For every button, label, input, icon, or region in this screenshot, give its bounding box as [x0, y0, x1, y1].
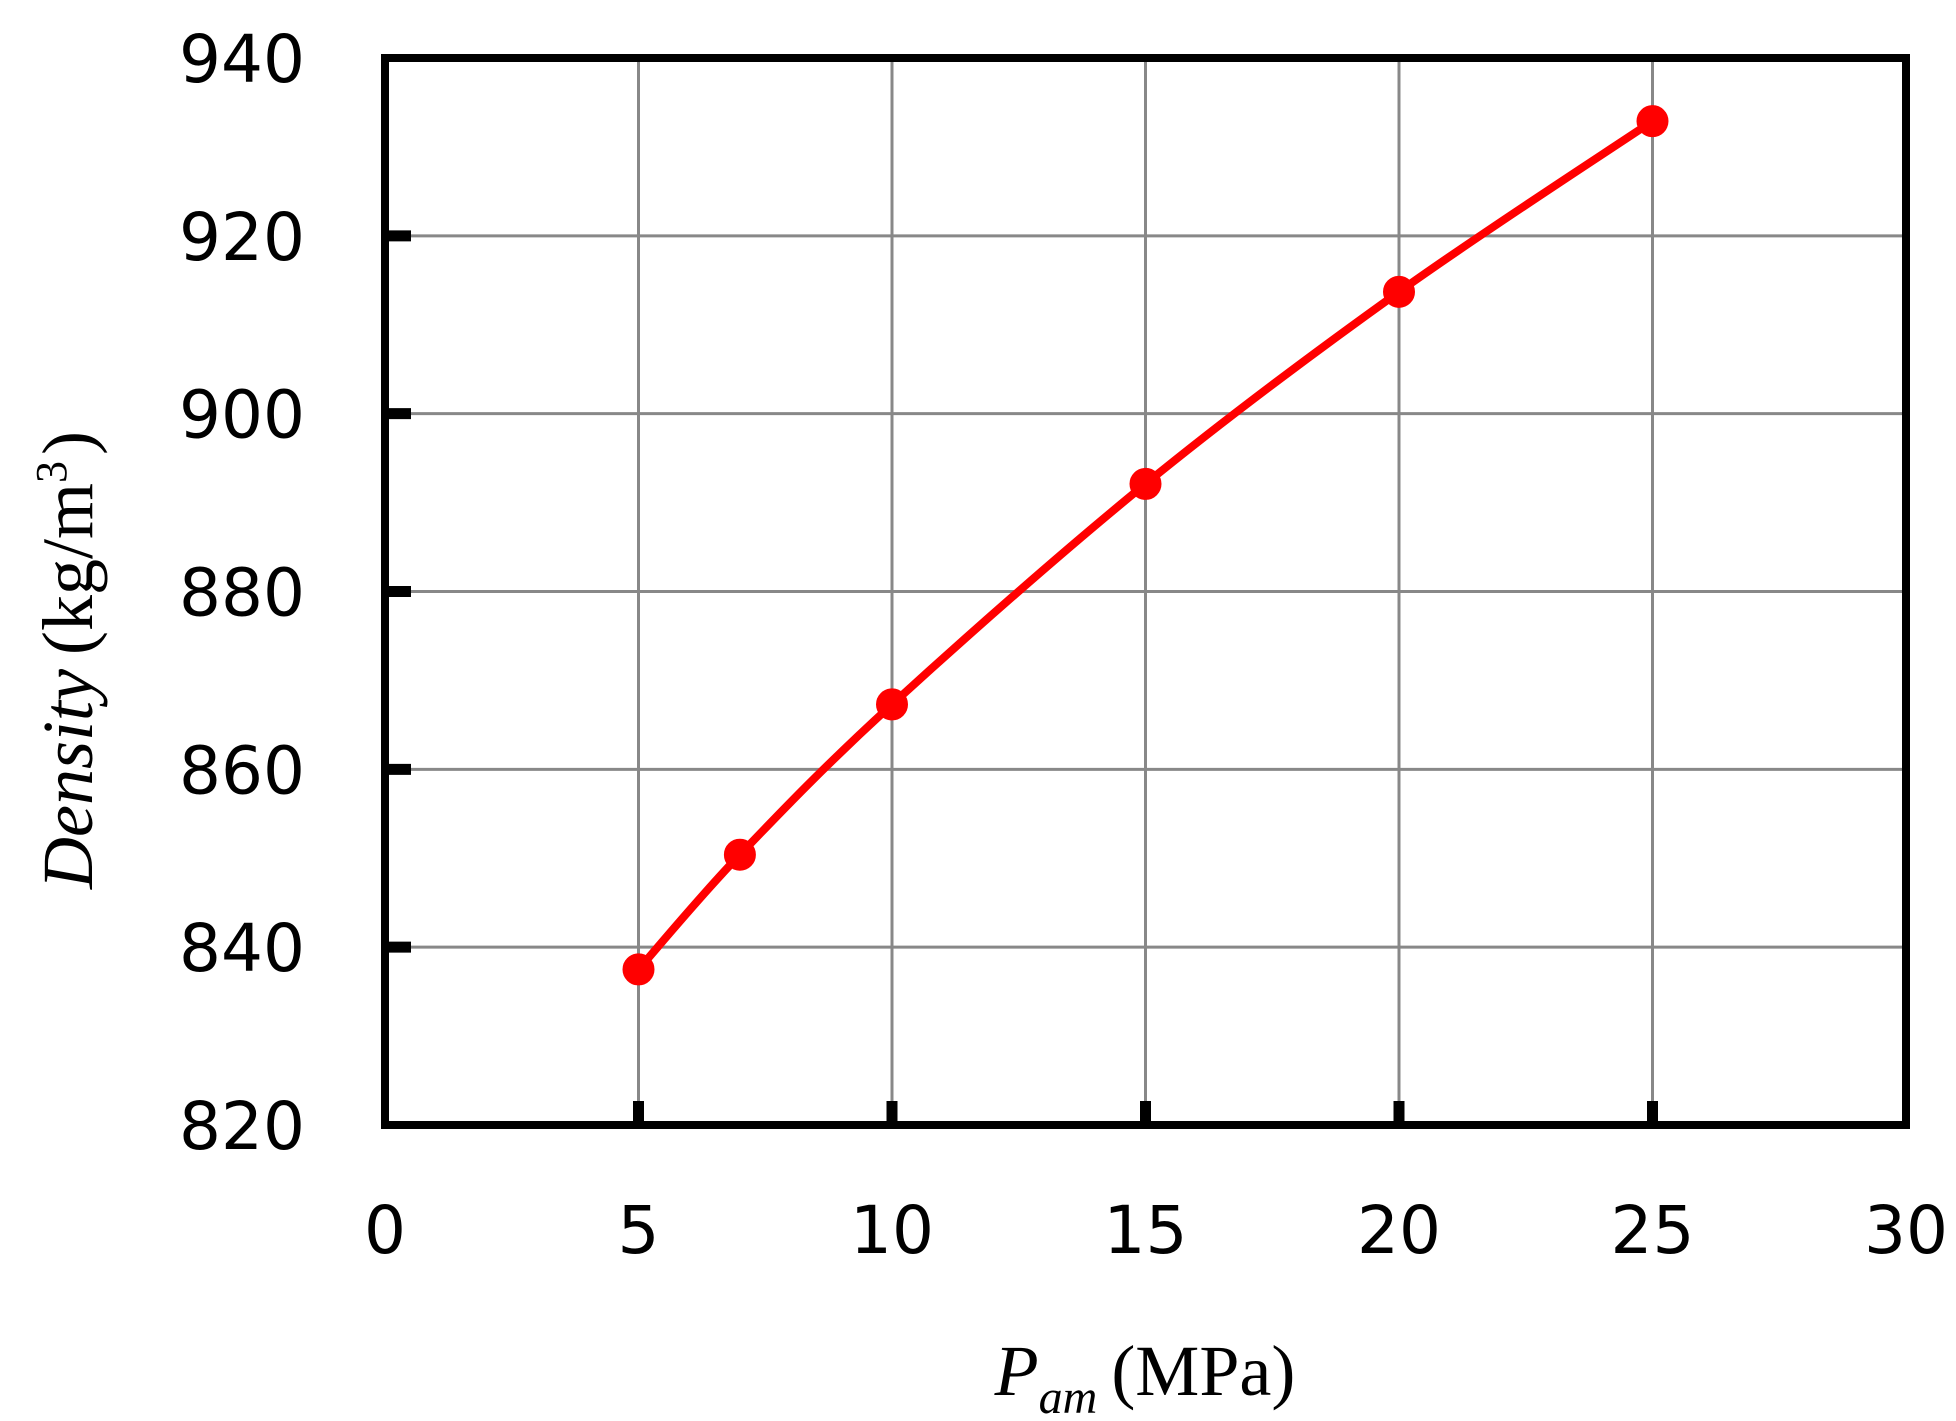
x-axis-subscript: am	[1039, 1371, 1098, 1421]
axis-tick-marks	[385, 230, 1658, 1125]
y-axis-unit-suffix: )	[28, 431, 108, 455]
data-point-7	[723, 838, 756, 871]
y-tick-label-820: 820	[179, 1088, 305, 1165]
x-axis-title: Pam (MPa)	[994, 1331, 1296, 1421]
y-tick-label-940: 940	[179, 21, 305, 98]
x-axis-unit: (MPa)	[1111, 1331, 1295, 1411]
y-tick-label-920: 920	[179, 199, 305, 276]
y-tick-label-860: 860	[179, 732, 305, 809]
y-axis-unit-power: 3	[27, 461, 76, 483]
data-point-10	[876, 688, 908, 721]
y-axis-title: Density (kg/m3)	[27, 431, 108, 890]
x-axis-tick-labels: 0 5 10 15 20 25 30	[364, 1192, 1948, 1269]
x-tick-label-0: 0	[364, 1192, 406, 1269]
x-axis-symbol: P	[994, 1331, 1039, 1411]
grid-lines	[385, 58, 1906, 1125]
y-tick-label-840: 840	[179, 910, 305, 987]
y-tick-label-880: 880	[179, 555, 305, 632]
x-tick-label-5: 5	[618, 1192, 660, 1269]
data-point-15	[1129, 467, 1162, 500]
x-tick-label-15: 15	[1104, 1192, 1188, 1269]
x-tick-label-30: 30	[1864, 1192, 1948, 1269]
y-axis-unit-prefix: (kg/m	[28, 483, 108, 655]
x-tick-label-10: 10	[850, 1192, 934, 1269]
data-point-25	[1636, 105, 1669, 138]
y-tick-label-900: 900	[179, 377, 305, 454]
x-tick-label-25: 25	[1611, 1192, 1695, 1269]
data-series	[622, 105, 1669, 986]
data-point-20	[1383, 275, 1415, 308]
y-axis-quantity: Density	[28, 669, 108, 890]
x-tick-label-20: 20	[1357, 1192, 1441, 1269]
data-point-5	[622, 953, 655, 986]
y-axis-tick-labels: 820 840 860 880 900 920 940	[179, 21, 305, 1165]
